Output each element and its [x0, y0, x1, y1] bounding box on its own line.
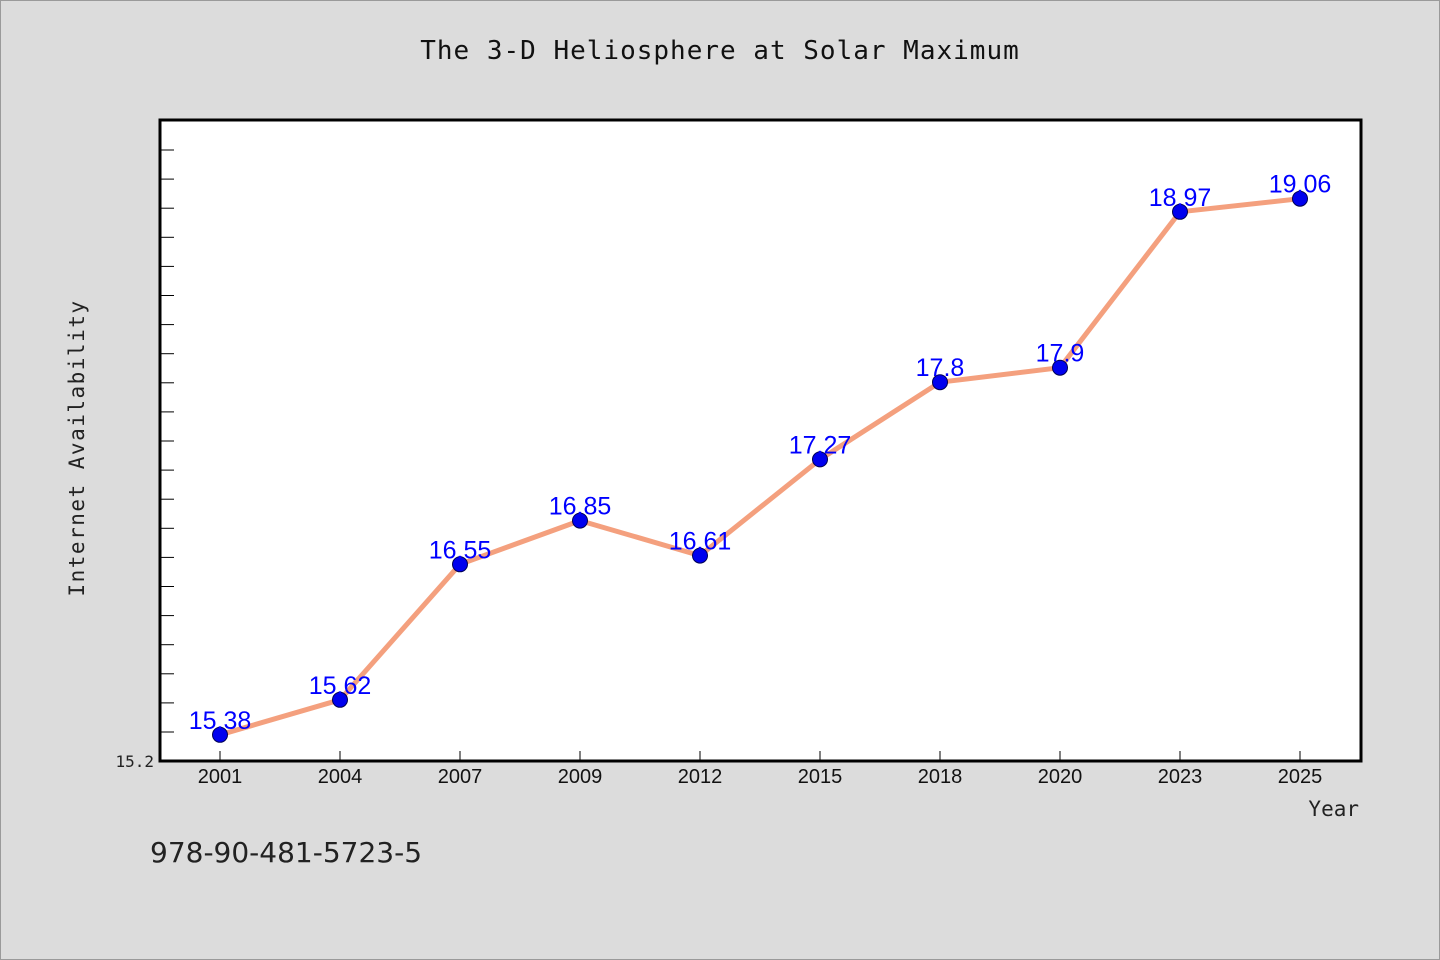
y-axis-label: Internet Availability — [65, 299, 89, 596]
data-point — [332, 691, 348, 708]
x-tick-label: 2007 — [438, 766, 483, 788]
data-point — [572, 512, 588, 529]
data-labels: 15.38 15.62 16.55 16.85 16.61 17.27 17.8 17.9 18… — [189, 171, 1332, 735]
data-label: 15.62 — [309, 672, 372, 700]
x-tick-label: 2018 — [918, 766, 963, 788]
x-tick-label: 2023 — [1158, 766, 1203, 788]
y-axis-ticks — [160, 149, 174, 733]
data-point — [452, 556, 468, 573]
data-point — [692, 547, 708, 564]
data-label: 15.38 — [189, 707, 252, 735]
x-axis-ticks — [219, 751, 1301, 761]
data-label: 17.27 — [789, 431, 852, 459]
x-tick-label: 2009 — [558, 766, 603, 788]
x-axis-label: Year — [1308, 797, 1359, 821]
data-label: 18.97 — [1149, 184, 1212, 212]
data-label: 16.85 — [549, 493, 612, 521]
data-label: 17.8 — [916, 354, 965, 382]
data-point — [1052, 359, 1068, 376]
isbn-text: 978-90-481-5723-5 — [150, 836, 423, 869]
data-label: 16.55 — [429, 536, 492, 564]
data-point — [812, 451, 828, 468]
y-tick-label: 15.2 — [115, 752, 154, 771]
series-line — [217, 196, 1303, 738]
data-markers — [212, 190, 1308, 743]
data-point — [932, 374, 948, 391]
x-tick-label: 2020 — [1038, 766, 1083, 788]
x-axis-tick-labels: 2001 2004 2007 2009 2012 2015 2018 2020 2023 2025 — [198, 766, 1323, 788]
data-label: 19.06 — [1269, 171, 1332, 199]
x-tick-label: 2001 — [198, 766, 243, 788]
data-label: 17.9 — [1036, 340, 1085, 368]
x-tick-label: 2015 — [798, 766, 843, 788]
plot-area — [158, 118, 1363, 763]
x-tick-label: 2025 — [1278, 766, 1323, 788]
data-point — [1292, 190, 1308, 207]
data-label: 16.61 — [669, 528, 732, 556]
data-point — [212, 726, 228, 743]
chart-title: The 3-D Heliosphere at Solar Maximum — [420, 36, 1020, 66]
data-point — [1172, 203, 1188, 220]
x-tick-label: 2012 — [678, 766, 723, 788]
x-tick-label: 2004 — [318, 766, 363, 788]
